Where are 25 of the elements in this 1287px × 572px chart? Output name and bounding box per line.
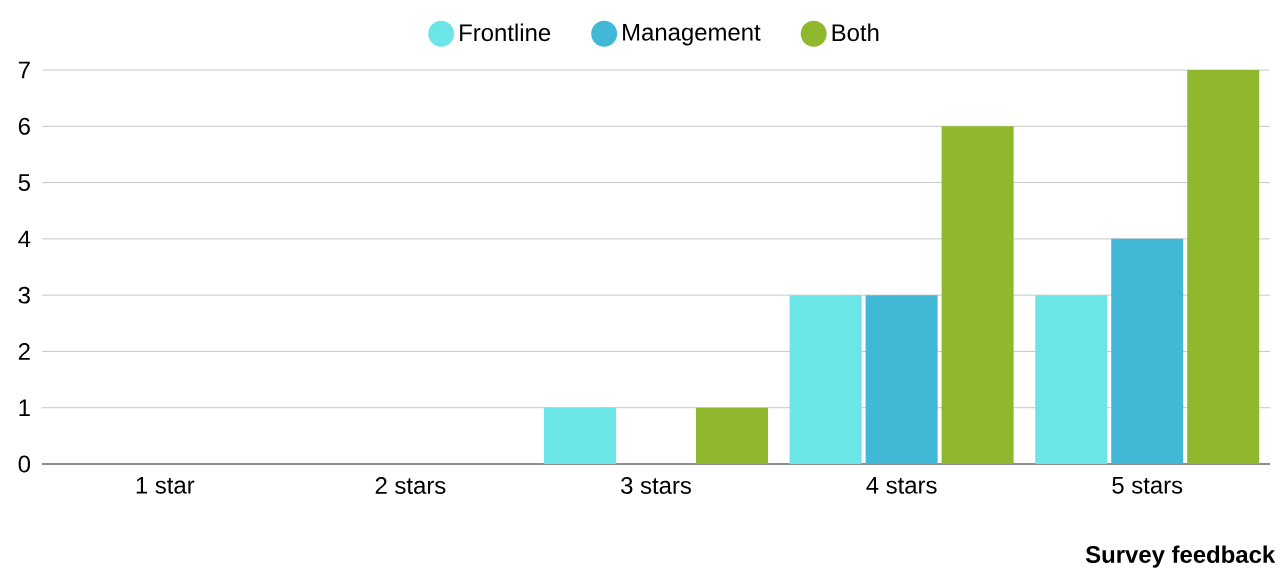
y-tick-label: 3 — [18, 286, 30, 304]
y-tick-label: 4 — [18, 230, 31, 248]
legend-label: Management — [623, 24, 761, 46]
bar — [941, 126, 1014, 464]
bar — [1187, 70, 1260, 464]
y-tick-label: 2 — [18, 343, 30, 360]
x-tick-label: 3 stars — [621, 477, 691, 494]
x-tick-label: 5 stars — [1112, 477, 1183, 494]
bar — [865, 295, 938, 464]
x-axis-title: Survey feedback — [1085, 545, 1276, 568]
bar — [1035, 295, 1108, 464]
y-tick-label: 1 — [19, 399, 30, 416]
x-tick-label: 1 star — [136, 477, 195, 494]
y-tick-label: 6 — [18, 117, 30, 135]
x-tick-label: 2 stars — [375, 477, 446, 494]
bar — [1111, 238, 1184, 464]
bar — [789, 295, 862, 464]
bar — [544, 407, 617, 464]
legend-label: Frontline — [460, 23, 551, 42]
bar — [696, 407, 769, 464]
y-tick-label: 5 — [18, 174, 30, 191]
y-tick-label: 7 — [18, 61, 30, 79]
x-tick-label: 4 stars — [866, 477, 937, 494]
legend-label: Both — [832, 23, 879, 42]
y-tick-label: 0 — [18, 455, 31, 473]
